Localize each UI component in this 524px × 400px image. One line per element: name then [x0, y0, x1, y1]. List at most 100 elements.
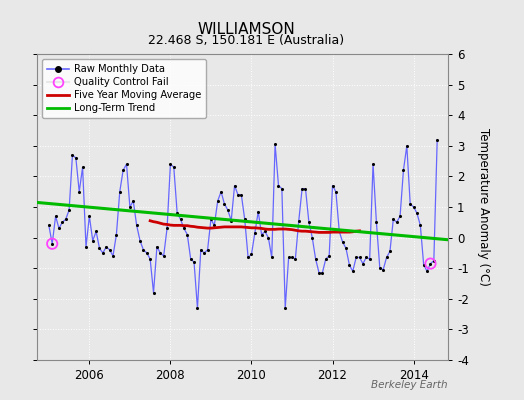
Point	[402, 142, 411, 149]
Point	[325, 253, 333, 259]
Point	[369, 161, 377, 167]
Point	[433, 136, 441, 143]
Point	[220, 201, 228, 207]
Legend: Raw Monthly Data, Quality Control Fail, Five Year Moving Average, Long-Term Tren: Raw Monthly Data, Quality Control Fail, …	[42, 59, 206, 118]
Point	[244, 254, 252, 261]
Point	[95, 245, 104, 252]
Point	[241, 216, 249, 222]
Point	[116, 188, 124, 195]
Point	[183, 231, 191, 238]
Point	[237, 192, 246, 198]
Point	[261, 228, 269, 235]
Point	[274, 182, 282, 189]
Point	[45, 222, 53, 228]
Point	[99, 250, 107, 256]
Point	[355, 254, 364, 261]
Point	[304, 219, 313, 226]
Text: 22.468 S, 150.181 E (Australia): 22.468 S, 150.181 E (Australia)	[148, 34, 344, 47]
Point	[207, 216, 215, 222]
Point	[268, 254, 276, 261]
Point	[413, 210, 421, 216]
Point	[105, 247, 114, 253]
Text: Berkeley Earth: Berkeley Earth	[372, 380, 448, 390]
Point	[173, 210, 181, 216]
Point	[311, 256, 320, 262]
Point	[308, 234, 316, 241]
Point	[298, 186, 307, 192]
Point	[281, 305, 289, 311]
Point	[89, 238, 97, 244]
Point	[352, 254, 361, 261]
Point	[51, 213, 60, 219]
Point	[133, 222, 141, 228]
Point	[85, 213, 94, 219]
Point	[318, 270, 326, 276]
Point	[329, 182, 337, 189]
Point	[166, 161, 174, 167]
Text: WILLIAMSON: WILLIAMSON	[198, 22, 295, 37]
Point	[227, 218, 235, 224]
Point	[254, 208, 263, 215]
Point	[122, 161, 130, 167]
Point	[383, 254, 391, 261]
Point	[75, 188, 83, 195]
Point	[143, 250, 151, 256]
Point	[409, 204, 418, 210]
Point	[392, 219, 401, 226]
Point	[250, 230, 259, 236]
Point	[170, 164, 178, 170]
Point	[196, 247, 205, 253]
Point	[376, 265, 384, 271]
Point	[102, 244, 111, 250]
Point	[315, 270, 323, 276]
Point	[379, 266, 387, 273]
Point	[79, 164, 87, 170]
Point	[190, 259, 198, 265]
Point	[210, 222, 219, 228]
Point	[362, 254, 370, 261]
Point	[427, 260, 435, 267]
Point	[359, 260, 367, 267]
Point	[389, 216, 398, 222]
Point	[396, 213, 405, 219]
Point	[156, 250, 165, 256]
Point	[294, 218, 303, 224]
Point	[423, 268, 431, 274]
Point	[257, 231, 266, 238]
Point	[68, 152, 77, 158]
Point	[58, 219, 67, 226]
Point	[332, 188, 340, 195]
Point	[112, 231, 121, 238]
Point	[372, 219, 380, 226]
Point	[149, 290, 158, 296]
Point	[278, 186, 286, 192]
Point	[109, 253, 117, 259]
Point	[247, 251, 256, 258]
Point	[72, 155, 80, 161]
Point	[399, 167, 408, 174]
Point	[301, 186, 310, 192]
Point	[177, 216, 185, 222]
Point	[288, 254, 296, 261]
Point	[234, 192, 242, 198]
Point	[92, 228, 100, 235]
Point	[427, 260, 435, 267]
Point	[224, 207, 232, 213]
Point	[322, 256, 330, 262]
Point	[139, 247, 148, 253]
Point	[193, 305, 202, 311]
Point	[200, 250, 209, 256]
Y-axis label: Temperature Anomaly (°C): Temperature Anomaly (°C)	[477, 128, 490, 286]
Point	[126, 204, 134, 210]
Point	[416, 222, 424, 228]
Point	[48, 240, 57, 247]
Point	[386, 248, 394, 254]
Point	[430, 257, 438, 264]
Point	[48, 240, 57, 247]
Point	[285, 254, 293, 261]
Point	[231, 182, 239, 189]
Point	[187, 256, 195, 262]
Point	[82, 244, 90, 250]
Point	[136, 238, 144, 244]
Point	[65, 207, 73, 213]
